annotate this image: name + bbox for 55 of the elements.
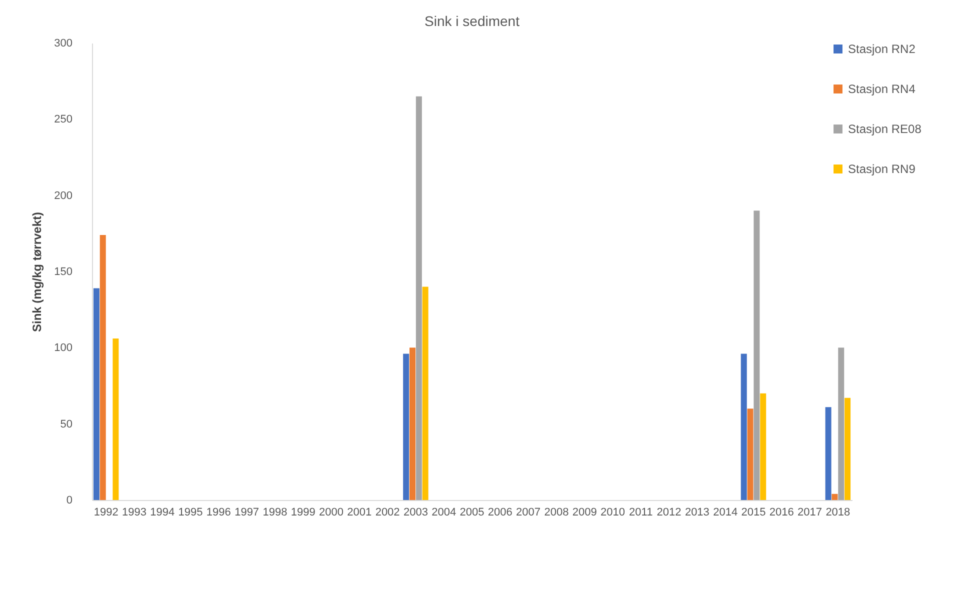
x-tick-label: 2016: [769, 506, 794, 518]
legend-label: Stasjon RN4: [848, 82, 916, 96]
x-tick-label: 2002: [375, 506, 400, 518]
x-tick-label: 1993: [122, 506, 146, 518]
x-tick-label: 1999: [290, 506, 316, 518]
bar: [760, 393, 766, 500]
x-tick-label: 2006: [488, 506, 512, 518]
x-tick-label: 2001: [347, 506, 372, 518]
x-tick-label: 1994: [150, 506, 175, 518]
x-tick-label: 2015: [741, 506, 766, 518]
bar: [747, 408, 754, 500]
x-tick-label: 2003: [403, 506, 428, 518]
bar: [93, 288, 100, 500]
bar: [825, 407, 832, 500]
x-tick-label: 2008: [544, 506, 569, 518]
y-tick-label: 200: [54, 190, 72, 202]
bar: [100, 234, 106, 500]
x-tick-label: 2013: [684, 506, 710, 518]
bar: [838, 348, 844, 500]
x-tick-label: 1998: [262, 506, 288, 518]
bar: [754, 210, 760, 500]
bar: [832, 494, 838, 500]
x-tick-label: 2005: [460, 506, 484, 518]
bar: [112, 338, 119, 500]
y-tick-label: 150: [54, 266, 72, 278]
bar: [422, 286, 428, 500]
legend-label: Stasjon RN9: [848, 162, 916, 176]
x-tick-label: 2009: [572, 506, 597, 518]
y-tick-label: 100: [54, 342, 72, 354]
bar: [416, 96, 422, 500]
bar: [409, 348, 416, 500]
x-tick-label: 1997: [234, 506, 260, 518]
bar: [844, 398, 851, 500]
y-tick-label: 0: [66, 494, 72, 506]
x-tick-label: 1995: [178, 506, 203, 518]
y-tick-label: 300: [54, 38, 72, 50]
x-tick-label: 1992: [94, 506, 118, 518]
bar: [403, 354, 410, 500]
y-tick-label: 250: [54, 114, 72, 126]
x-tick-label: 2012: [656, 506, 682, 518]
x-tick-label: 2000: [319, 506, 344, 518]
y-tick-label: 50: [60, 418, 72, 430]
x-tick-label: 2017: [798, 506, 822, 518]
x-tick-label: 1996: [206, 506, 231, 518]
bar: [740, 354, 747, 500]
x-tick-label: 2011: [629, 506, 653, 518]
x-tick-label: 2007: [516, 506, 541, 518]
legend-label: Stasjon RE08: [848, 122, 922, 136]
y-axis-title: Sink (mg/kg tørrvekt): [30, 212, 44, 332]
legend-label: Stasjon RN2: [848, 42, 916, 56]
x-tick-label: 2018: [826, 506, 850, 518]
chart-title: Sink i sediment: [424, 13, 520, 29]
x-tick-label: 2014: [713, 506, 738, 518]
x-tick-label: 2004: [432, 506, 456, 518]
x-tick-label: 2010: [600, 506, 625, 518]
